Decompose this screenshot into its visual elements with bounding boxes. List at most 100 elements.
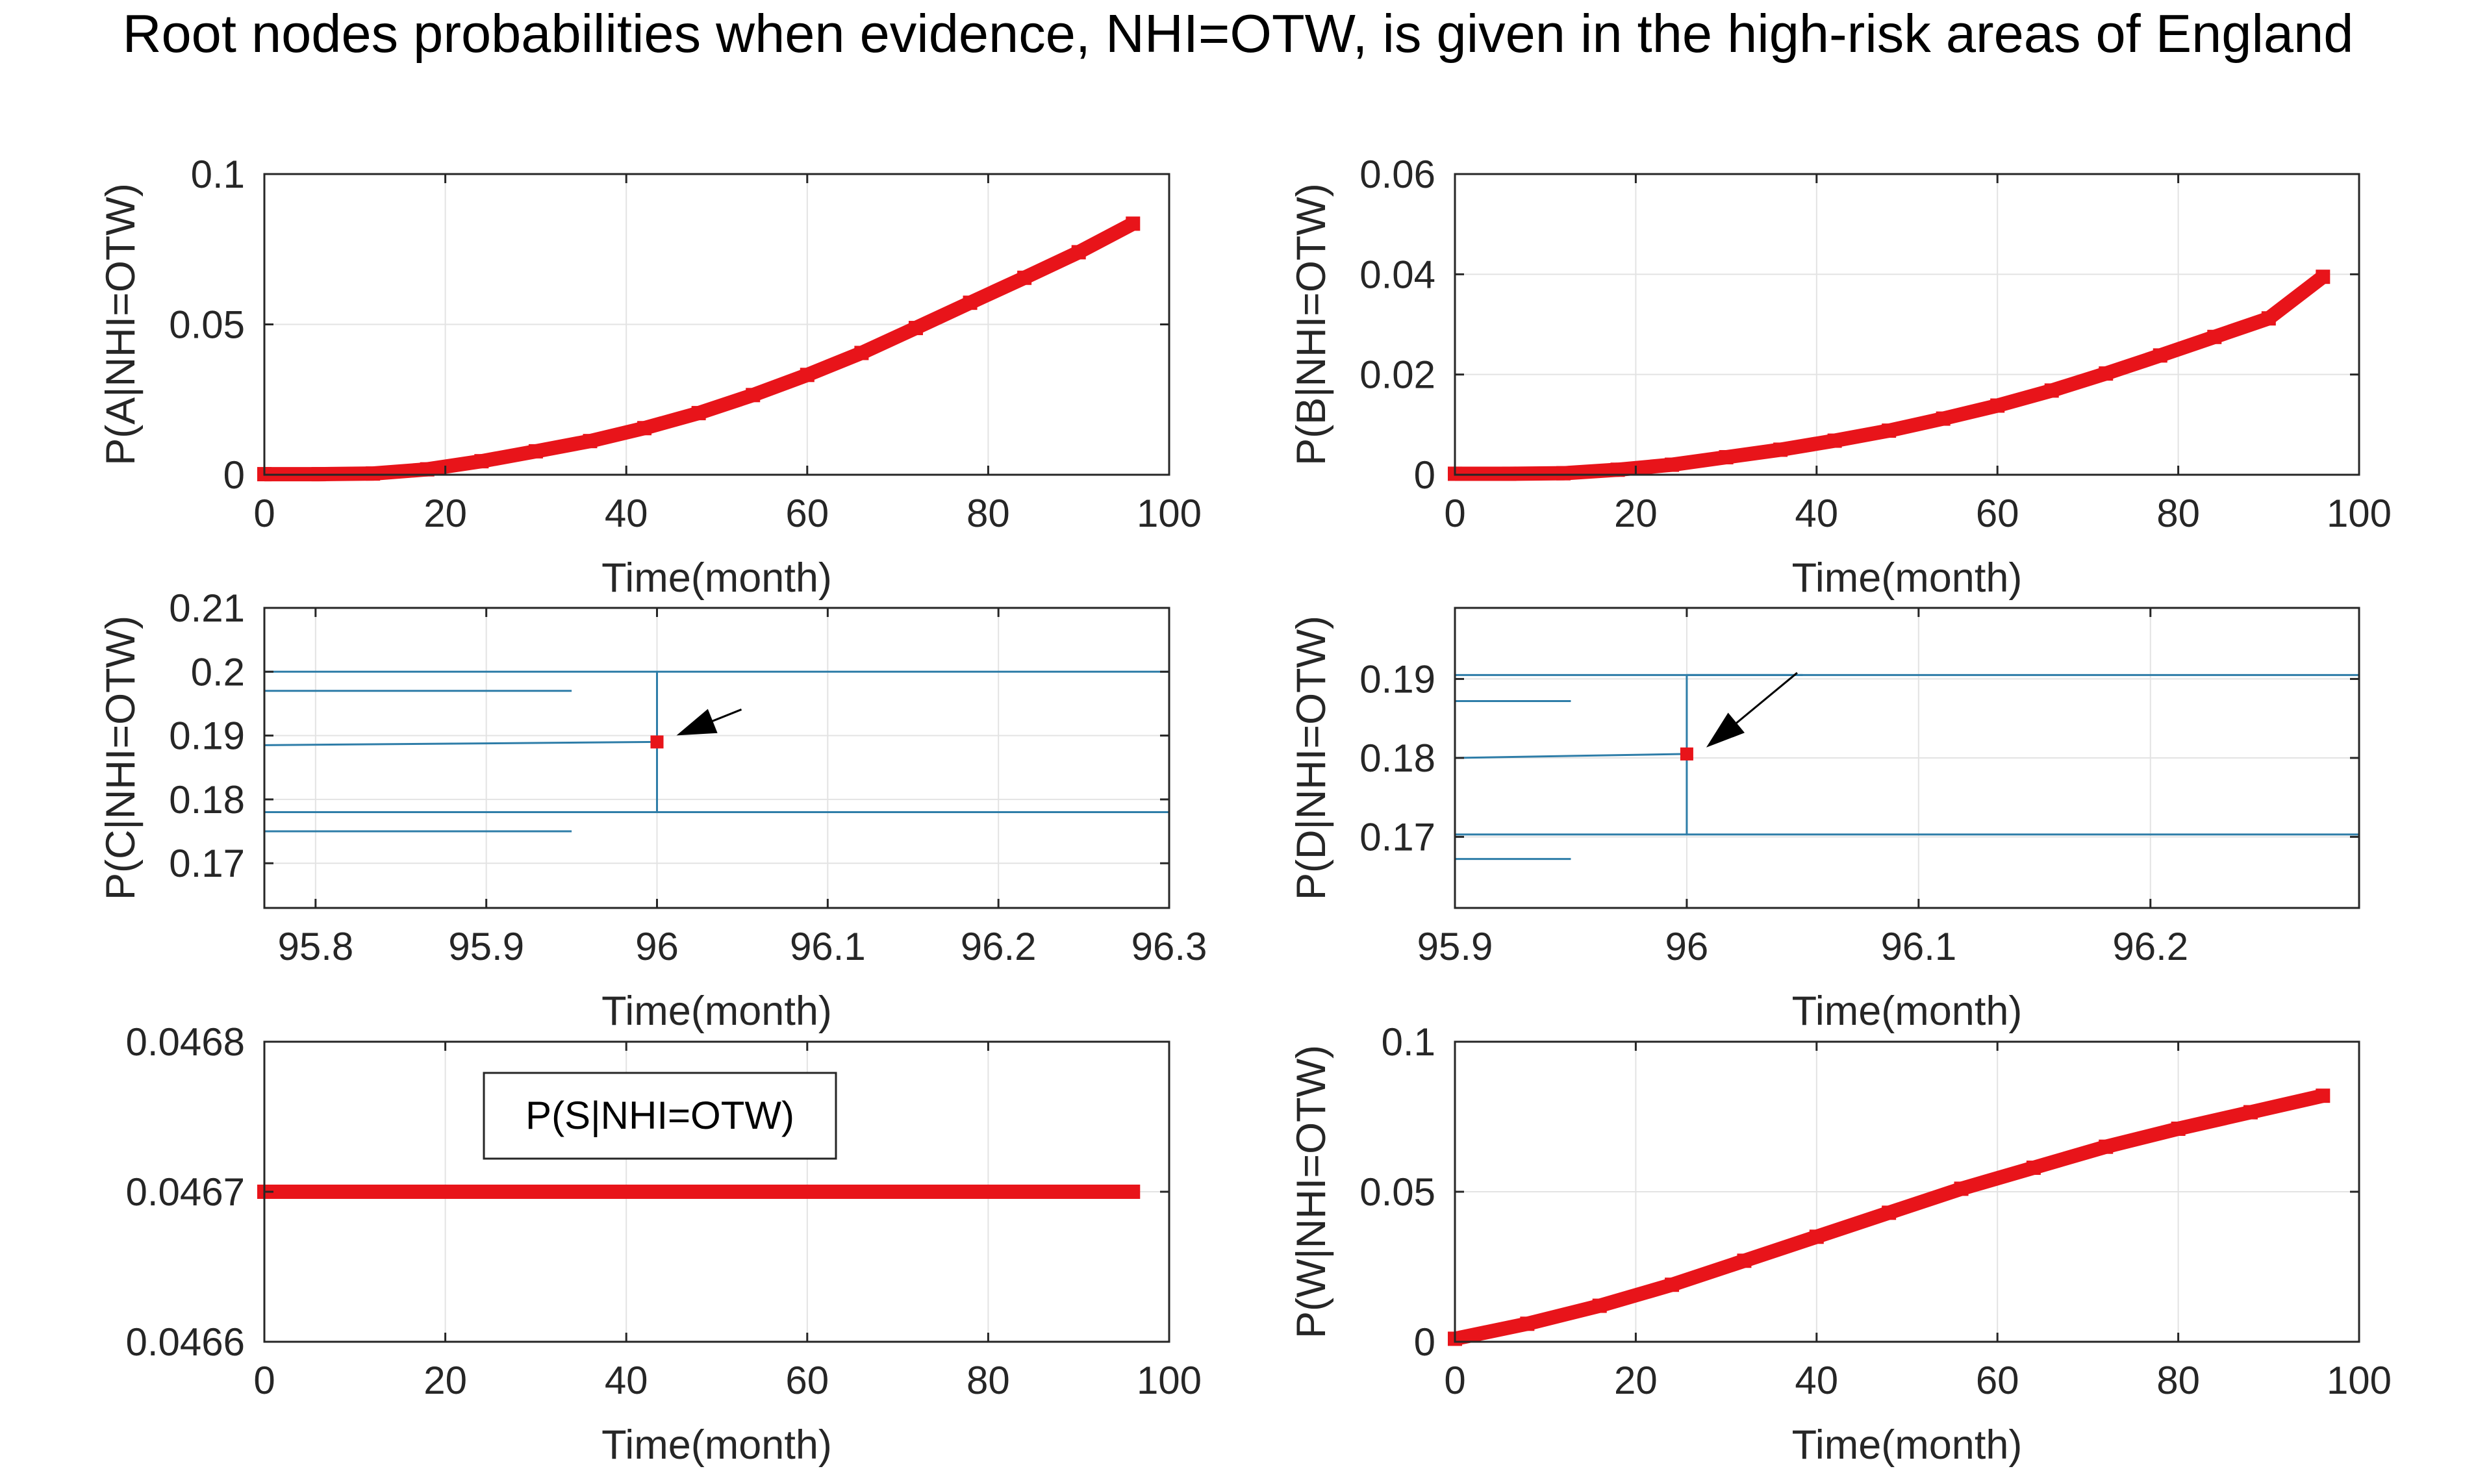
subplot-b: 0 20 40 60 80 100 0 0.02 0.04 0.06 Time(month) P(B|…	[1289, 153, 2392, 601]
x-tick-label: 40	[605, 1359, 648, 1402]
y-axis-label: P(D|NHI=OTW)	[1289, 616, 1334, 900]
y-tick-label: 0.18	[1359, 736, 1435, 780]
y-tick-label: 0.21	[169, 586, 245, 630]
data-point	[1520, 1316, 1535, 1331]
data-point	[2243, 1105, 2258, 1120]
data-point	[963, 296, 978, 310]
data-point	[420, 462, 435, 477]
annotation-arrow-shaft	[1724, 672, 1798, 733]
data-point	[1556, 466, 1571, 481]
x-tick-label: 20	[1614, 492, 1658, 535]
subplot-s: 0 20 40 60 80 100 0.0466 0.0467 0.0468 Time(month…	[125, 1020, 1202, 1468]
y-tick-label: 0.19	[1359, 657, 1435, 701]
y-tick-label: 0.17	[1359, 816, 1435, 859]
axes-frame	[1454, 173, 2360, 476]
x-tick-label: 96.3	[1131, 925, 1207, 968]
y-tick-label: 0.05	[1359, 1170, 1435, 1214]
x-tick-label: 96.1	[790, 925, 866, 968]
y-tick-label: 0.0468	[125, 1020, 245, 1064]
y-tick-label: 0	[1414, 1320, 1435, 1364]
y-tick-label: 0	[223, 453, 245, 497]
x-tick-label: 60	[1976, 492, 2019, 535]
y-tick-label: 0.0466	[125, 1320, 245, 1364]
figure-title: Root nodes probabilities when evidence, …	[123, 3, 2354, 64]
x-tick-label: 20	[423, 1359, 467, 1402]
data-point	[2099, 366, 2114, 381]
data-point	[1502, 466, 1517, 481]
y-tick-label: 0.1	[191, 153, 245, 196]
data-point	[1071, 245, 1086, 260]
data-point	[854, 346, 869, 360]
x-tick-label: 60	[785, 1359, 829, 1402]
subplot-d: 95.9 96 96.1 96.2 0.17 0.18 0.19 Time(month) P(D…	[1289, 607, 2360, 1034]
data-point	[1882, 423, 1897, 438]
data-point	[2026, 1161, 2041, 1176]
data-point	[1882, 1205, 1897, 1220]
x-tick-label: 20	[1614, 1359, 1658, 1402]
x-tick-label: 40	[605, 492, 648, 535]
data-point	[528, 444, 543, 459]
data-point	[2207, 329, 2222, 344]
x-tick-label: 0	[253, 492, 275, 535]
x-tick-label: 80	[2156, 492, 2200, 535]
x-tick-label: 40	[1795, 492, 1838, 535]
data-point	[1017, 270, 1032, 285]
y-tick-label: 0.1	[1382, 1020, 1435, 1064]
x-tick-label: 100	[1137, 1359, 1202, 1402]
x-tick-label: 100	[1137, 492, 1202, 535]
y-tick-label: 0.17	[169, 842, 245, 885]
data-point	[2261, 311, 2276, 326]
legend: P(S|NHI=OTW)	[483, 1072, 837, 1160]
data-point	[2153, 348, 2167, 363]
y-tick-label: 0.19	[169, 714, 245, 758]
y-tick-label: 0.2	[191, 650, 245, 694]
data-point	[1737, 1253, 1752, 1268]
x-tick-label: 100	[2327, 492, 2392, 535]
data-point	[1990, 398, 2005, 413]
data-point	[650, 735, 664, 749]
x-tick-label: 96	[1665, 925, 1709, 968]
y-axis-label: P(W|NHI=OTW)	[1289, 1045, 1334, 1339]
data-point	[1680, 747, 1693, 761]
data-point	[746, 388, 761, 403]
x-tick-label: 0	[1444, 1359, 1465, 1402]
y-axis-label: P(B|NHI=OTW)	[1289, 183, 1334, 466]
x-tick-label: 80	[966, 492, 1010, 535]
x-axis-label: Time(month)	[1792, 1422, 2023, 1468]
data-point	[2099, 1139, 2114, 1154]
x-tick-label: 96.1	[1880, 925, 1956, 968]
data-point	[1592, 1298, 1607, 1313]
x-tick-label: 96.2	[961, 925, 1037, 968]
x-tick-label: 96.2	[2112, 925, 2188, 968]
data-point	[908, 321, 923, 336]
x-tick-label: 0	[1444, 492, 1465, 535]
y-axis-label: P(C|NHI=OTW)	[98, 616, 144, 900]
zoom-line	[1454, 753, 1687, 759]
y-tick-label: 0	[1414, 453, 1435, 497]
data-point	[1827, 433, 1842, 448]
data-point	[1936, 411, 1951, 426]
x-tick-label: 95.8	[277, 925, 353, 968]
legend-box	[483, 1072, 837, 1160]
x-axis-label: Time(month)	[1792, 555, 2023, 601]
data-point	[1665, 457, 1680, 472]
y-tick-label: 0.06	[1359, 153, 1435, 196]
data-point	[1665, 1277, 1680, 1292]
subplot-c: 95.8 95.9 96 96.1 96.2 96.3 0.17 0.18 0.19 0.2 0.2…	[98, 586, 1207, 1034]
data-point	[1809, 1229, 1824, 1244]
y-tick-label: 0.18	[169, 778, 245, 822]
x-axis-label: Time(month)	[601, 988, 832, 1034]
data-point	[1719, 449, 1734, 464]
x-tick-label: 80	[966, 1359, 1010, 1402]
data-point	[583, 434, 598, 449]
x-tick-label: 95.9	[448, 925, 524, 968]
plot-area	[264, 608, 1169, 908]
x-tick-label: 60	[1976, 1359, 2019, 1402]
data-point	[691, 406, 706, 421]
data-point	[2044, 383, 2059, 398]
annotation-arrow-head	[1706, 712, 1745, 748]
data-point	[2171, 1121, 2186, 1136]
zoom-line	[264, 740, 657, 746]
x-tick-label: 20	[423, 492, 467, 535]
x-tick-label: 40	[1795, 1359, 1838, 1402]
